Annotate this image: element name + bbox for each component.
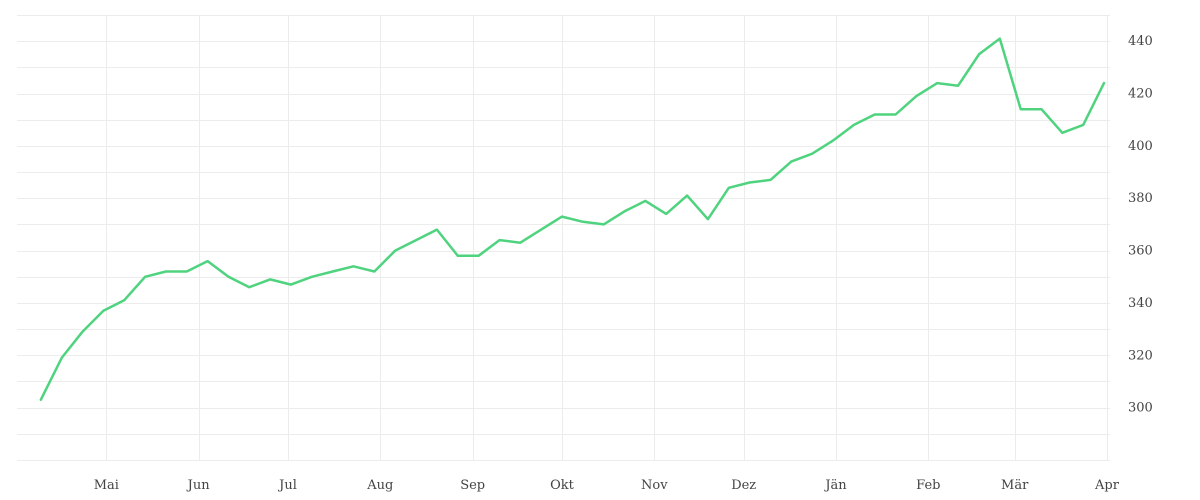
x-tick-label: Mai	[94, 478, 119, 493]
series-line	[39, 37, 1106, 402]
x-axis-ticks: Mai Jun Jul Aug Sep Okt Nov Dez Jän Feb Mär Apr	[94, 478, 1120, 493]
y-tick-label: 340	[1128, 296, 1153, 311]
y-tick-label: 300	[1128, 401, 1153, 416]
y-tick-label: 400	[1128, 139, 1153, 154]
x-tick-label: Jun	[186, 478, 211, 493]
y-tick-label: 380	[1128, 191, 1153, 206]
grid	[17, 15, 1110, 461]
x-tick-label: Jän	[823, 478, 847, 493]
x-tick-label: Nov	[641, 478, 668, 493]
y-axis-ticks: 300 320 340 360 380 400 420 440	[1128, 34, 1153, 415]
x-tick-label: Mär	[1001, 478, 1029, 493]
x-tick-label: Sep	[460, 478, 485, 493]
series-layer	[39, 37, 1106, 402]
x-tick-label: Aug	[366, 478, 393, 493]
x-tick-label: Apr	[1094, 478, 1120, 493]
x-tick-label: Feb	[916, 478, 940, 493]
x-tick-label: Dez	[731, 478, 756, 493]
y-tick-label: 360	[1128, 244, 1153, 259]
y-tick-label: 440	[1128, 34, 1153, 49]
x-tick-label: Jul	[277, 478, 297, 493]
y-tick-label: 420	[1128, 87, 1153, 102]
x-tick-label: Okt	[550, 478, 575, 493]
y-tick-label: 320	[1128, 348, 1153, 363]
